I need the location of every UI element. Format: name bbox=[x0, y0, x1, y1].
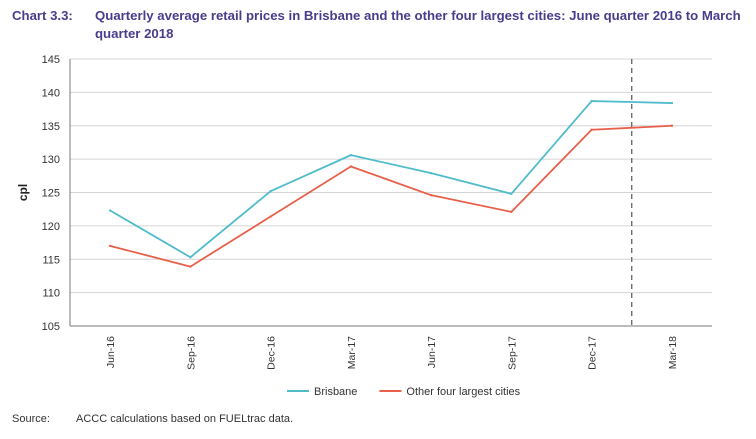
y-tick-label-120: 120 bbox=[42, 221, 60, 233]
y-tick-label-135: 135 bbox=[42, 121, 60, 133]
legend-label-other-four-largest-cities: Other four largest cities bbox=[406, 386, 520, 398]
source-note: Source: ACCC calculations based on FUELt… bbox=[12, 413, 293, 425]
data-point-other-four-largest-cities-Jun-17 bbox=[429, 193, 433, 197]
chart-number: Chart 3.3: bbox=[12, 8, 73, 23]
y-tick-label-140: 140 bbox=[42, 87, 60, 99]
data-point-other-four-largest-cities-Sep-16 bbox=[189, 265, 192, 268]
x-tick-label-Dec-17: Dec-17 bbox=[587, 336, 599, 370]
source-label: Source: bbox=[12, 413, 50, 425]
data-point-other-four-largest-cities-Mar-17 bbox=[349, 165, 353, 168]
source-text: ACCC calculations based on FUELtrac data… bbox=[76, 413, 294, 425]
x-tick-label-Mar-18: Mar-18 bbox=[667, 336, 679, 369]
y-tick-label-145: 145 bbox=[42, 54, 60, 66]
data-point-other-four-largest-cities-Dec-17 bbox=[590, 128, 593, 131]
x-tick-label-Sep-17: Sep-17 bbox=[506, 336, 518, 370]
data-point-other-four-largest-cities-Sep-17 bbox=[510, 210, 513, 214]
data-point-other-four-largest-cities-Jun-16 bbox=[108, 244, 112, 248]
data-point-brisbane-Jun-16 bbox=[108, 209, 112, 212]
data-point-other-four-largest-cities-Mar-18 bbox=[670, 124, 674, 127]
data-point-brisbane-Sep-17 bbox=[510, 192, 513, 196]
series-line-brisbane bbox=[109, 100, 672, 259]
x-tick-label-Jun-16: Jun-16 bbox=[105, 336, 117, 368]
data-point-brisbane-Dec-17 bbox=[590, 99, 593, 103]
x-tick-label-Dec-16: Dec-16 bbox=[266, 336, 278, 370]
y-tick-label-105: 105 bbox=[42, 321, 60, 333]
series-line-other-four-largest-cities bbox=[109, 124, 672, 268]
x-tick-label-Jun-17: Jun-17 bbox=[426, 336, 438, 368]
x-tick-label-Mar-17: Mar-17 bbox=[346, 336, 358, 369]
data-point-other-four-largest-cities-Dec-16 bbox=[269, 215, 272, 218]
data-point-brisbane-Jun-17 bbox=[429, 171, 433, 175]
data-point-brisbane-Mar-17 bbox=[349, 153, 353, 157]
y-tick-label-115: 115 bbox=[42, 254, 60, 266]
y-axis-title: cpl bbox=[16, 184, 30, 201]
data-point-brisbane-Dec-16 bbox=[269, 189, 272, 193]
data-point-brisbane-Sep-16 bbox=[189, 256, 192, 259]
chart-title: Chart 3.3: Quarterly average retail pric… bbox=[12, 7, 747, 43]
y-tick-label-125: 125 bbox=[42, 188, 60, 200]
data-point-brisbane-Mar-18 bbox=[670, 101, 674, 105]
y-tick-label-110: 110 bbox=[42, 288, 60, 300]
legend-label-brisbane: Brisbane bbox=[314, 386, 357, 398]
x-tick-label-Sep-16: Sep-16 bbox=[185, 336, 197, 370]
y-tick-label-130: 130 bbox=[42, 154, 60, 166]
chart-title-text: Quarterly average retail prices in Brisb… bbox=[95, 8, 741, 41]
